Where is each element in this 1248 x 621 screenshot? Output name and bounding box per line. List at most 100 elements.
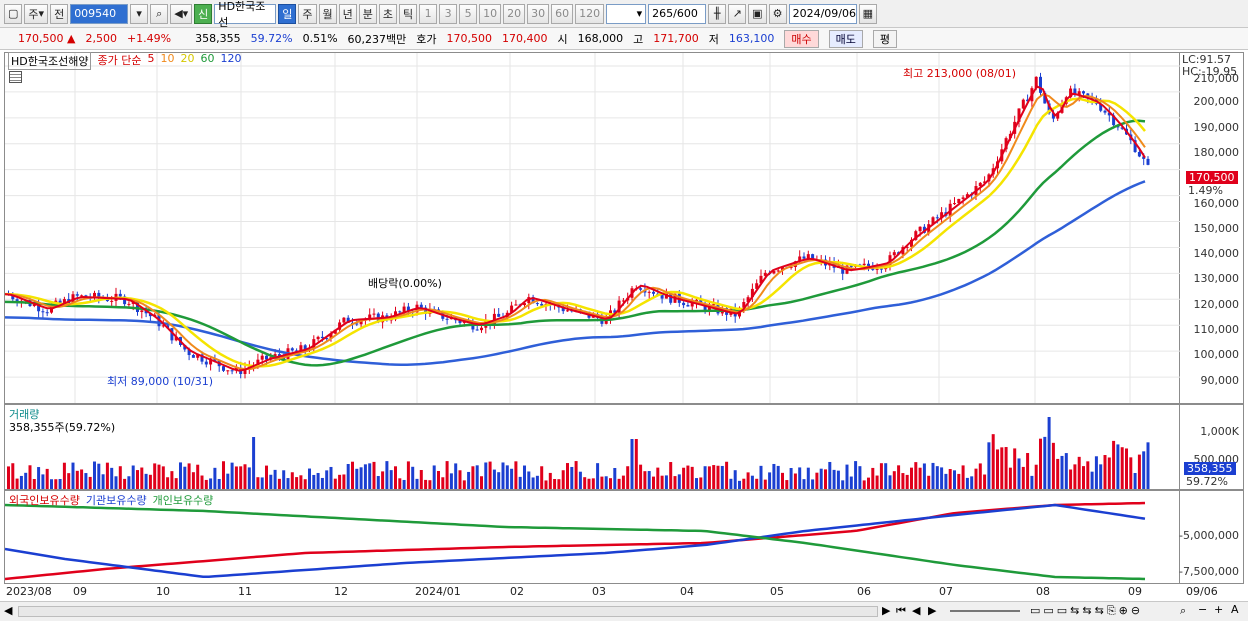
eval-button[interactable]: 평	[872, 29, 898, 48]
candle-body	[763, 272, 767, 276]
candle-body	[682, 302, 686, 306]
stock-title[interactable]: HD한국조선해양	[8, 52, 92, 70]
ytick: 130,000	[1193, 272, 1240, 285]
prev-button[interactable]: 전	[50, 3, 69, 24]
market-select[interactable]: 주 ▾	[24, 3, 49, 24]
zoom-in-icon[interactable]: +	[1214, 603, 1224, 616]
volume-bar	[970, 476, 974, 489]
ytick: 110,000	[1193, 323, 1240, 336]
zoom-out-icon[interactable]: −	[1198, 603, 1208, 616]
next-page-icon[interactable]: ▶	[928, 604, 937, 617]
font-size-icon[interactable]: A	[1231, 603, 1239, 616]
institution-label[interactable]: 기관보유수량	[85, 494, 147, 507]
save-icon[interactable]: ▣	[748, 3, 767, 24]
candle-body	[273, 354, 277, 358]
interval-5[interactable]: 5	[459, 3, 478, 24]
volume-bar	[965, 477, 969, 489]
volume-bar	[290, 472, 294, 489]
volume-bar	[484, 462, 488, 489]
volume-bar	[824, 469, 827, 489]
period-minute[interactable]: 분	[358, 3, 377, 24]
volume-bar	[725, 461, 729, 489]
stock-name-field[interactable]: HD한국조선	[214, 0, 277, 29]
scroll-right-icon[interactable]: ▶	[882, 604, 891, 617]
interval-3[interactable]: 3	[439, 3, 458, 24]
x-label: 09	[1128, 585, 1142, 598]
volume-bar	[174, 478, 178, 489]
interval-10[interactable]: 10	[479, 3, 502, 24]
candle-body	[123, 296, 127, 305]
toolbar: ▢ 주 ▾ 전 009540 ▾ ⌕ ◀▾ 신 HD한국조선 일 주 월 년 분 …	[0, 0, 1248, 29]
ma60-label[interactable]: 60	[200, 52, 215, 65]
period-year[interactable]: 년	[338, 3, 357, 24]
period-second[interactable]: 초	[378, 3, 398, 24]
dropdown-icon[interactable]: ▾	[130, 3, 149, 24]
volume-bar	[363, 464, 367, 489]
volume-bar	[406, 461, 410, 489]
volume-panel[interactable]: 거래량 358,355주(59.72%)	[4, 404, 1180, 490]
holdings-panel[interactable]: 외국인보유수량 기관보유수량 개인보유수량	[4, 490, 1180, 584]
window-icon[interactable]: ▢	[4, 3, 23, 24]
new-badge[interactable]: 신	[194, 3, 213, 24]
zoom-slider[interactable]	[950, 610, 1020, 612]
buy-button[interactable]: 매수	[784, 29, 819, 48]
draw-icon[interactable]: ↗	[728, 3, 747, 24]
price-axis: LC:91.57 HC:-19.95 210,000 200,000 190,0…	[1180, 52, 1244, 404]
bid-value: 170,500	[446, 32, 493, 45]
candle-body	[475, 329, 479, 331]
candle-body	[398, 311, 402, 313]
interval-120[interactable]: 120	[575, 3, 605, 24]
code-input[interactable]: 009540	[70, 3, 129, 24]
candle-body	[1142, 156, 1146, 159]
calendar-icon[interactable]: ▦	[858, 3, 877, 24]
volume-bar	[1137, 454, 1141, 489]
candle-body	[492, 313, 496, 324]
volume-bar	[230, 462, 234, 489]
price-panel[interactable]	[4, 52, 1181, 404]
date-field[interactable]: 2024/09/06	[788, 3, 857, 24]
ma20-label[interactable]: 20	[180, 52, 195, 65]
volume-bar	[97, 463, 101, 489]
interval-30[interactable]: 30	[527, 3, 550, 24]
interval-select[interactable]: ▾	[606, 3, 647, 24]
volume-bar	[346, 463, 350, 489]
candle-body	[480, 327, 483, 331]
volume-bar	[329, 466, 333, 489]
scrollbar[interactable]	[18, 606, 878, 617]
scroll-left-icon[interactable]: ◀	[4, 604, 13, 617]
volume-last-box: 358,355	[1184, 462, 1236, 475]
period-tick[interactable]: 틱	[399, 3, 418, 24]
candle-icon[interactable]: ╫	[708, 3, 727, 24]
candle-body	[1043, 92, 1047, 104]
volume-bar	[1021, 466, 1025, 489]
gear-icon[interactable]: ⚙	[768, 3, 787, 24]
period-day[interactable]: 일	[278, 3, 297, 24]
ma-label[interactable]: 종가 단순	[97, 54, 142, 67]
prev-page-icon[interactable]: ◀	[912, 604, 921, 617]
speaker-icon[interactable]: ◀▾	[170, 3, 193, 24]
ma120-label[interactable]: 120	[220, 52, 242, 65]
ma10-label[interactable]: 10	[160, 52, 175, 65]
candle-body	[170, 328, 174, 341]
candle-body	[359, 320, 363, 325]
volume-bar	[1073, 464, 1077, 489]
period-week[interactable]: 주	[298, 3, 317, 24]
sell-button[interactable]: 매도	[828, 29, 863, 48]
volume-bar	[475, 465, 479, 489]
tools-icons[interactable]: ▭▭▭⇆⇆⇆⎘⊕⊖	[1030, 604, 1144, 617]
volume-bar	[1094, 456, 1098, 489]
first-page-icon[interactable]: ⏮	[896, 604, 906, 617]
individual-label[interactable]: 개인보유수량	[152, 494, 214, 507]
period-month[interactable]: 월	[318, 3, 337, 24]
search-icon[interactable]: ⌕	[1180, 604, 1187, 617]
search-icon[interactable]: ⌕	[150, 3, 169, 24]
volume-bar	[204, 479, 208, 489]
grid-toggle-icon[interactable]	[9, 71, 22, 83]
ma5-label[interactable]: 5	[147, 52, 155, 65]
interval-60[interactable]: 60	[551, 3, 574, 24]
count-field[interactable]: 265/600	[648, 3, 707, 24]
interval-20[interactable]: 20	[503, 3, 526, 24]
foreign-label[interactable]: 외국인보유수량	[9, 494, 80, 507]
interval-1[interactable]: 1	[419, 3, 438, 24]
candle-body	[703, 303, 707, 311]
